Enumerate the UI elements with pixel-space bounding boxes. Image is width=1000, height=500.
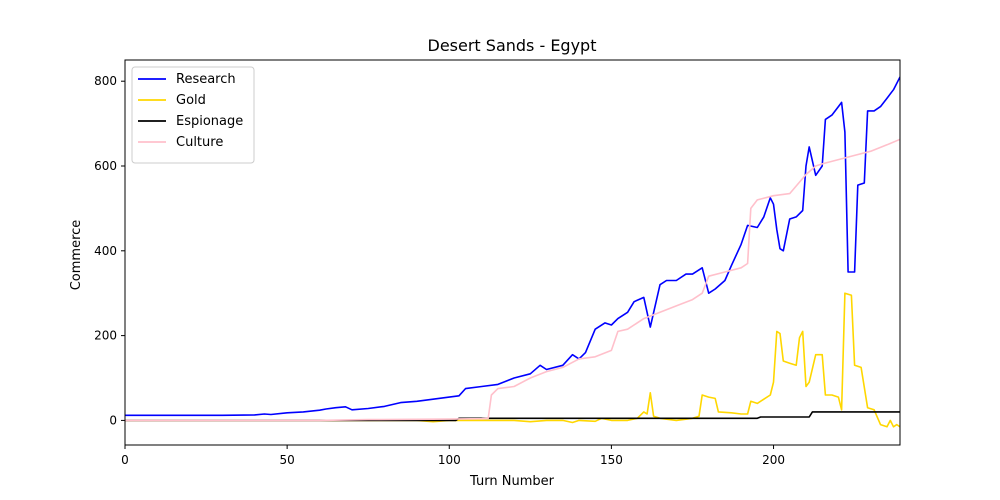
x-tick-label: 100 <box>438 453 461 467</box>
y-tick-label: 200 <box>94 329 117 343</box>
legend-label: Gold <box>176 93 206 108</box>
series-line-research <box>125 76 900 417</box>
legend-label: Research <box>176 72 236 87</box>
legend-box <box>131 66 255 164</box>
x-tick-label: 0 <box>121 453 129 467</box>
y-tick-label: 600 <box>94 159 117 173</box>
x-tick-label: 150 <box>600 453 623 467</box>
legend-label: Espionage <box>176 114 243 129</box>
x-tick-label: 200 <box>762 453 785 467</box>
chart-title: Desert Sands - Egypt <box>428 36 597 55</box>
series-group <box>125 76 900 428</box>
y-axis-label: Commerce <box>69 220 84 291</box>
plot-frame <box>124 59 901 446</box>
legend-label: Culture <box>176 135 223 150</box>
y-tick-label: 800 <box>94 74 117 88</box>
y-tick-label: 0 <box>109 413 117 427</box>
series-line-gold <box>125 292 900 428</box>
x-axis-label: Turn Number <box>469 474 555 489</box>
x-tick-label: 50 <box>279 453 294 467</box>
series-line-culture <box>125 138 900 422</box>
y-tick-label: 400 <box>94 244 117 258</box>
